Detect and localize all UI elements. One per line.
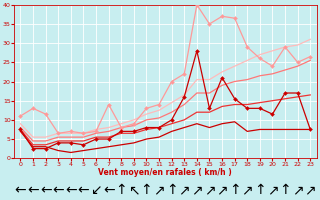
X-axis label: Vent moyen/en rafales ( km/h ): Vent moyen/en rafales ( km/h ) — [99, 168, 232, 177]
